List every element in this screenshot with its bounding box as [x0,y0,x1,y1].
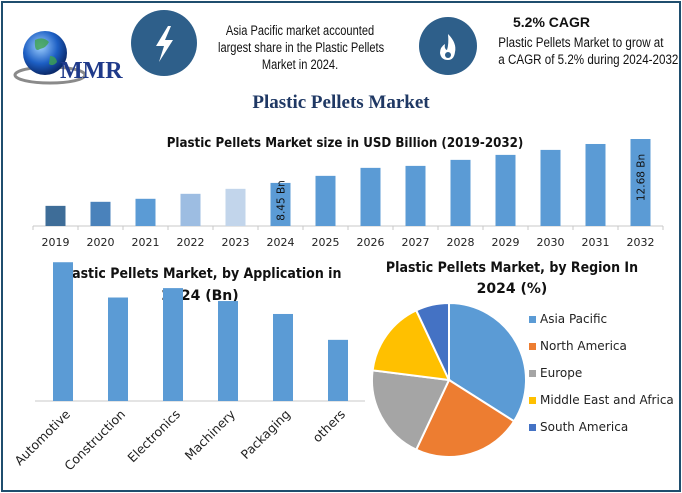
application-chart: Plastic Pellets Market, by Application i… [11,262,365,473]
page-title: Plastic Pellets Market [252,92,430,113]
data-label: 12.68 Bn [636,154,648,201]
note-line: Asia Pacific market accounted [225,23,375,38]
bar-2025 [315,175,336,226]
legend-label: Middle East and Africa [540,393,674,407]
legend-swatch [529,397,536,404]
note-line: largest share in the Plastic Pellets [218,40,385,55]
x-tick-label: 2028 [447,236,475,249]
bar-2021 [135,198,156,226]
cagr-title: 5.2% CAGR [513,14,591,30]
bar-packaging [273,313,293,401]
x-tick-label: 2027 [402,236,430,249]
x-tick-label: 2031 [582,236,610,249]
logo-text: MMR [60,58,123,84]
bar-2024 [270,182,291,226]
x-tick-label: 2025 [312,236,340,249]
note-line: a CAGR of 5.2% during 2024-2032 [498,52,679,67]
legend-label: North America [540,339,627,353]
cagr-note: Plastic Pellets Market to grow at a CAGR… [498,34,679,68]
bar-electronics [163,288,183,401]
chart-title: Plastic Pellets Market, by Region In [386,260,638,276]
x-tick-label: 2023 [222,236,250,249]
bar-others [328,339,348,401]
pie-slice-middle-east-and-africa [371,308,451,382]
market-size-chart: Plastic Pellets Market size in USD Billi… [32,134,664,249]
flame-icon [419,17,477,75]
lightning-icon [131,10,197,76]
pie-slice-europe [371,369,451,452]
x-tick-label: others [309,407,348,446]
bar-machinery [218,301,238,401]
chart-title: Plastic Pellets Market, by Application i… [59,266,342,282]
chart-title: Plastic Pellets Market size in USD Billi… [167,134,524,150]
bar-2030 [540,149,561,226]
bar-2022 [180,193,201,226]
x-tick-label: 2030 [537,236,565,249]
x-tick-label: 2022 [177,236,205,249]
legend-label: Asia Pacific [540,312,607,326]
bar-2027 [405,165,426,226]
legend-swatch [529,316,536,323]
x-tick-label: 2029 [492,236,520,249]
bar-2032 [630,139,651,226]
x-tick-label: 2019 [42,236,70,249]
x-tick-label: 2021 [132,236,160,249]
chart-title: 2024 (%) [477,281,548,297]
bar-automotive [53,262,73,401]
x-tick-label: 2032 [627,236,655,249]
bar-2026 [360,167,381,226]
legend-swatch [529,343,536,350]
pie-slice-south-america [414,301,450,381]
legend-swatch [529,424,536,431]
x-tick-label: 2020 [87,236,115,249]
mmr-logo: MMR [10,20,125,100]
x-tick-label: Machinery [182,406,239,463]
legend-label: South America [540,420,628,434]
bar-2031 [585,143,606,226]
x-tick-label: 2024 [267,236,295,249]
note-line: Market in 2024. [261,57,339,72]
note-line: Plastic Pellets Market to grow at [498,35,664,50]
bar-2020 [90,201,111,226]
bar-construction [108,297,128,401]
x-tick-label: Packaging [238,407,293,462]
bar-2023 [225,188,246,226]
bar-2028 [450,159,471,226]
data-label: 8.45 Bn [276,180,288,221]
bar-2019 [45,205,66,226]
x-tick-label: 2026 [357,236,385,249]
x-tick-label: Electronics [124,407,183,466]
region-pie-chart: Plastic Pellets Market, by Region In 202… [371,260,674,458]
legend-swatch [529,370,536,377]
bar-2029 [495,154,516,226]
legend-label: Europe [540,366,582,380]
globe-icon [13,31,87,85]
asia-pacific-note: Asia Pacific market accounted largest sh… [218,22,385,73]
